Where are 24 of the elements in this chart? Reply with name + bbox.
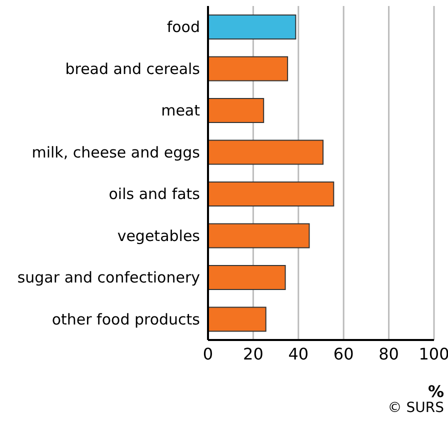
bar (208, 182, 334, 206)
x-tick-label: 60 (333, 344, 354, 364)
y-tick-label: oils and fats (108, 185, 200, 204)
y-tick-label: sugar and confectionery (17, 268, 200, 287)
bar (208, 140, 324, 165)
y-tick-label: food (166, 18, 200, 36)
x-tick-label: 0 (202, 344, 214, 364)
bar (208, 56, 288, 82)
text: © SURS (388, 400, 444, 416)
bar (208, 265, 286, 290)
y-tick-label: bread and cereals (65, 60, 200, 78)
y-tick-label: other food products (52, 310, 200, 328)
x-tick-label: 80 (378, 344, 399, 364)
bar (208, 223, 310, 248)
x-tick-label: 20 (243, 344, 264, 364)
bar (208, 306, 266, 332)
bar (208, 98, 264, 123)
y-tick-label: meat (161, 102, 200, 120)
y-tick-label: milk, cheese and eggs (32, 143, 200, 162)
x-tick-label: 100 (418, 344, 448, 364)
y-tick-label: vegetables (117, 226, 200, 245)
x-tick-label: 40 (288, 344, 309, 364)
x-axis-title: % (428, 382, 444, 401)
bar (208, 14, 296, 40)
